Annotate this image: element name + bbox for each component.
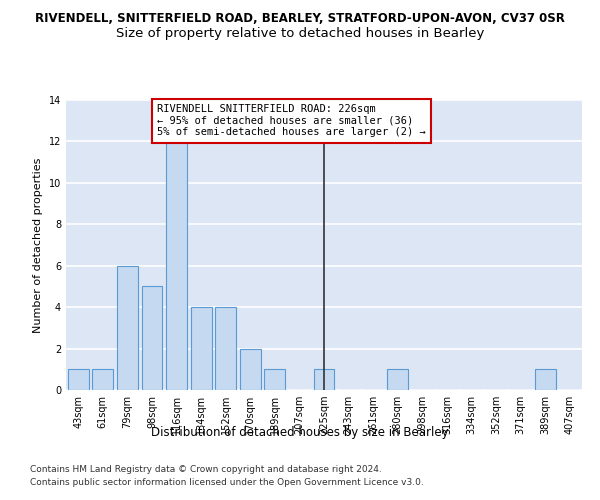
Bar bbox=[387, 370, 408, 390]
Text: Size of property relative to detached houses in Bearley: Size of property relative to detached ho… bbox=[116, 28, 484, 40]
Text: Contains public sector information licensed under the Open Government Licence v3: Contains public sector information licen… bbox=[30, 478, 424, 487]
Bar bbox=[166, 142, 187, 390]
Bar bbox=[265, 370, 286, 390]
Bar bbox=[117, 266, 138, 390]
Bar bbox=[240, 348, 261, 390]
Y-axis label: Number of detached properties: Number of detached properties bbox=[33, 158, 43, 332]
Bar bbox=[191, 307, 212, 390]
Bar bbox=[142, 286, 163, 390]
Text: RIVENDELL SNITTERFIELD ROAD: 226sqm
← 95% of detached houses are smaller (36)
5%: RIVENDELL SNITTERFIELD ROAD: 226sqm ← 95… bbox=[157, 104, 425, 138]
Bar bbox=[92, 370, 113, 390]
Text: Contains HM Land Registry data © Crown copyright and database right 2024.: Contains HM Land Registry data © Crown c… bbox=[30, 466, 382, 474]
Bar bbox=[68, 370, 89, 390]
Text: RIVENDELL, SNITTERFIELD ROAD, BEARLEY, STRATFORD-UPON-AVON, CV37 0SR: RIVENDELL, SNITTERFIELD ROAD, BEARLEY, S… bbox=[35, 12, 565, 26]
Bar bbox=[535, 370, 556, 390]
Bar bbox=[215, 307, 236, 390]
Bar bbox=[314, 370, 334, 390]
Text: Distribution of detached houses by size in Bearley: Distribution of detached houses by size … bbox=[151, 426, 449, 439]
